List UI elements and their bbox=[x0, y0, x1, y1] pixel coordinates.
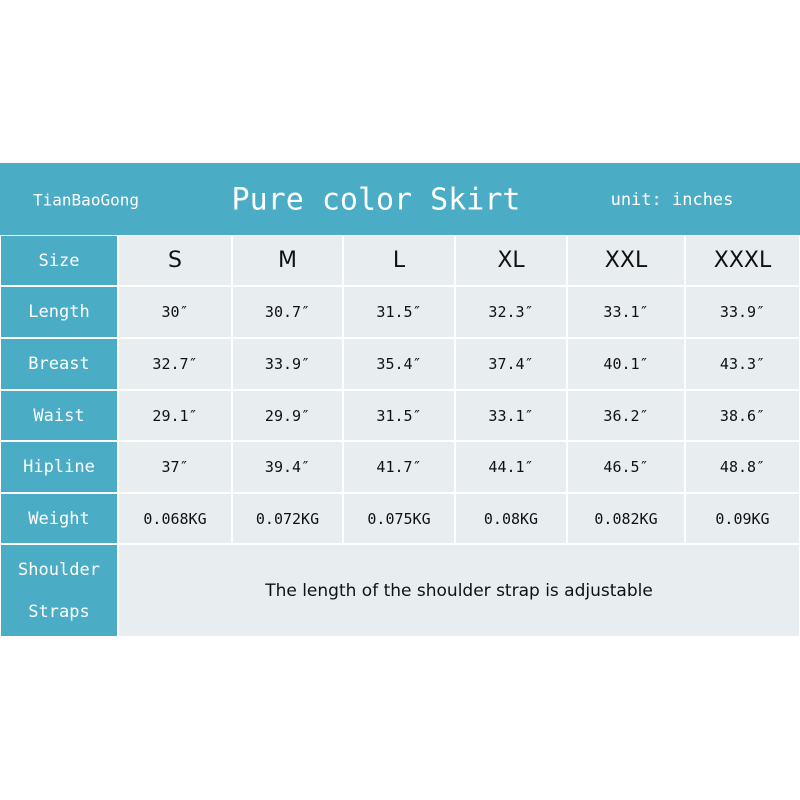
brand: TianBaoGong bbox=[33, 190, 139, 210]
value-cell: 0.075KG bbox=[343, 493, 455, 544]
unit: unit: inches bbox=[610, 190, 734, 210]
value-cell: 46.5″ bbox=[567, 441, 685, 493]
value-cell: 35.4″ bbox=[343, 338, 455, 390]
value-cell: 29.1″ bbox=[118, 390, 232, 441]
value-cell: 0.072KG bbox=[232, 493, 343, 544]
value-cell: 33.1″ bbox=[567, 286, 685, 338]
value-cell: 33.1″ bbox=[455, 390, 567, 441]
size-header: XL bbox=[455, 235, 567, 286]
value-cell: 33.9″ bbox=[685, 286, 800, 338]
value-cell: 31.5″ bbox=[343, 286, 455, 338]
size-header: XXL bbox=[567, 235, 685, 286]
value-cell: 37.4″ bbox=[455, 338, 567, 390]
value-cell: 37″ bbox=[118, 441, 232, 493]
value-cell: 32.7″ bbox=[118, 338, 232, 390]
note-cell: The length of the shoulder strap is adju… bbox=[118, 544, 800, 637]
value-cell: 33.9″ bbox=[232, 338, 343, 390]
size-label: Size bbox=[0, 235, 118, 286]
value-cell: 38.6″ bbox=[685, 390, 800, 441]
row-label: Weight bbox=[0, 493, 118, 544]
size-header: S bbox=[118, 235, 232, 286]
value-cell: 0.09KG bbox=[685, 493, 800, 544]
header-band bbox=[0, 163, 800, 235]
value-cell: 31.5″ bbox=[343, 390, 455, 441]
row-label: Breast bbox=[0, 338, 118, 390]
row-label: Hipline bbox=[0, 441, 118, 493]
note-label: Shoulder Straps bbox=[0, 544, 118, 637]
value-cell: 0.082KG bbox=[567, 493, 685, 544]
row-label: Length bbox=[0, 286, 118, 338]
value-cell: 30″ bbox=[118, 286, 232, 338]
value-cell: 44.1″ bbox=[455, 441, 567, 493]
value-cell: 41.7″ bbox=[343, 441, 455, 493]
value-cell: 29.9″ bbox=[232, 390, 343, 441]
value-cell: 32.3″ bbox=[455, 286, 567, 338]
value-cell: 36.2″ bbox=[567, 390, 685, 441]
size-header: XXXL bbox=[685, 235, 800, 286]
value-cell: 39.4″ bbox=[232, 441, 343, 493]
value-cell: 0.08KG bbox=[455, 493, 567, 544]
value-cell: 48.8″ bbox=[685, 441, 800, 493]
title: Pure color Skirt bbox=[231, 182, 521, 218]
value-cell: 30.7″ bbox=[232, 286, 343, 338]
size-header: L bbox=[343, 235, 455, 286]
value-cell: 43.3″ bbox=[685, 338, 800, 390]
row-label: Waist bbox=[0, 390, 118, 441]
value-cell: 40.1″ bbox=[567, 338, 685, 390]
size-header: M bbox=[232, 235, 343, 286]
value-cell: 0.068KG bbox=[118, 493, 232, 544]
